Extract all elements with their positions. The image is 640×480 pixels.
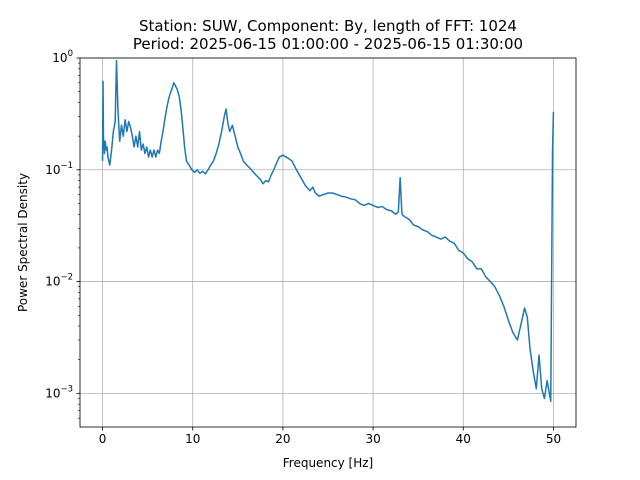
chart-title-line1: Station: SUW, Component: By, length of F… xyxy=(139,17,517,35)
y-tick-label: 10−1 xyxy=(45,161,73,177)
x-tick-label: 20 xyxy=(275,432,290,446)
y-tick-label: 10−2 xyxy=(45,273,73,289)
x-tick-label: 10 xyxy=(185,432,200,446)
x-tick-label: 50 xyxy=(546,432,561,446)
x-tick-label: 0 xyxy=(99,432,107,446)
y-axis-label: Power Spectral Density xyxy=(16,173,30,312)
x-tick-label: 30 xyxy=(365,432,380,446)
psd-series-line xyxy=(101,59,555,402)
x-axis-label: Frequency [Hz] xyxy=(283,456,374,470)
axis-ticks: 0 10 20 30 40 50 10−3 10−2 10−1 100 xyxy=(45,49,561,446)
x-tick-label: 40 xyxy=(456,432,471,446)
y-tick-label: 100 xyxy=(52,49,73,65)
plot-area xyxy=(101,59,555,402)
axes-frame xyxy=(79,57,577,428)
y-tick-label: 10−3 xyxy=(45,384,73,400)
chart-title-line2: Period: 2025-06-15 01:00:00 - 2025-06-15… xyxy=(133,35,523,53)
